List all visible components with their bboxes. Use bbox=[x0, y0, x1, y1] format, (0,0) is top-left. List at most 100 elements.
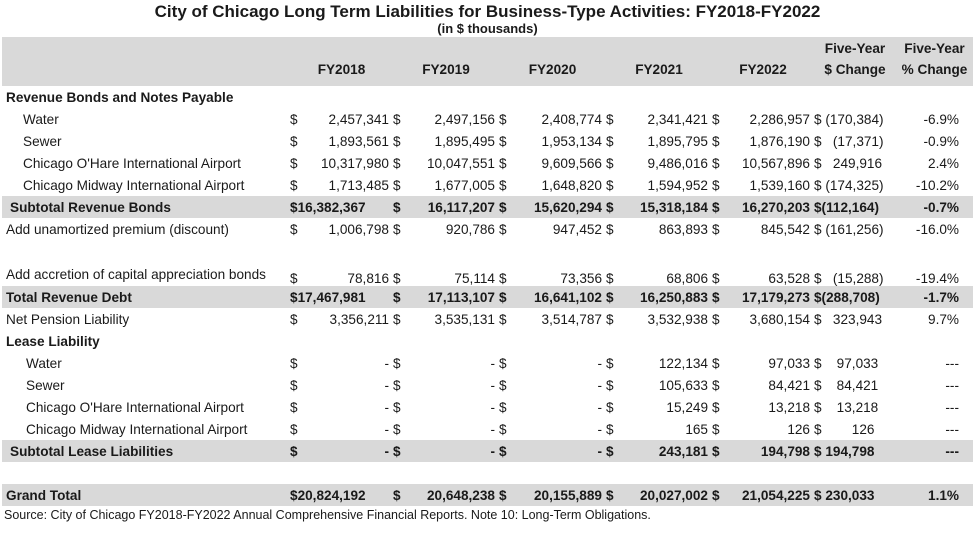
currency-sign: $ bbox=[393, 440, 405, 462]
currency-sign: $ bbox=[499, 221, 507, 237]
header-pct-change: % Change bbox=[896, 59, 973, 86]
currency-sign: $ bbox=[393, 155, 401, 171]
value-cell: - bbox=[597, 421, 602, 437]
value-number: 15,620,294 bbox=[533, 199, 602, 215]
table-subtitle: (in $ thousands) bbox=[437, 21, 538, 36]
table-row: Water $ - $ - $ - $122,134 $97,033 $ 97,033 --- bbox=[2, 352, 973, 374]
value-cell: $16,382,367 bbox=[290, 196, 393, 218]
header-fy2020: FY2020 bbox=[499, 59, 606, 86]
pct-change-cell: --- bbox=[945, 399, 959, 415]
value-cell: - bbox=[597, 355, 602, 371]
currency-sign: $ bbox=[712, 221, 720, 237]
value-cell: 3,532,938 bbox=[647, 311, 708, 327]
row-label: Chicago Midway International Airport bbox=[26, 421, 248, 437]
value-cell: 1,713,485 bbox=[328, 177, 389, 193]
currency-sign: $ bbox=[393, 289, 401, 305]
value-cell: 73,356 bbox=[560, 271, 602, 286]
value-cell: 1,876,190 bbox=[749, 133, 810, 149]
value-cell: 3,535,131 bbox=[434, 311, 495, 327]
currency-sign: $ bbox=[712, 289, 720, 305]
currency-sign: $ bbox=[290, 177, 298, 193]
value-number: 10,317,980 bbox=[320, 155, 389, 171]
currency-sign: $ bbox=[499, 289, 507, 305]
value-cell: $16,250,883 bbox=[606, 286, 712, 308]
currency-sign: $ bbox=[606, 199, 614, 215]
currency-sign: $ bbox=[290, 133, 298, 149]
value-cell: $15,620,294 bbox=[499, 196, 606, 218]
pct-change-cell: -0.9% bbox=[923, 133, 959, 149]
row-label: Add accretion of capital appreciation bo… bbox=[6, 267, 266, 282]
value-cell: 1,953,134 bbox=[541, 133, 602, 149]
value-cell: 3,356,211 bbox=[329, 311, 389, 327]
table-row: Lease Liability bbox=[2, 330, 973, 352]
dollar-change-cell: $ 230,033 bbox=[814, 484, 896, 506]
row-label: Lease Liability bbox=[6, 333, 100, 349]
pct-change-cell: -6.9% bbox=[923, 111, 959, 127]
currency-sign: $ bbox=[712, 399, 720, 415]
value-cell: 194,798 bbox=[724, 440, 814, 462]
currency-sign: $ bbox=[499, 355, 507, 371]
currency-sign: $ bbox=[606, 155, 614, 171]
value-cell: 84,421 bbox=[768, 377, 810, 393]
value-cell: - bbox=[384, 377, 389, 393]
value-cell: 68,806 bbox=[666, 271, 708, 286]
value-cell: - bbox=[302, 440, 393, 462]
header-fy2022: FY2022 bbox=[712, 59, 814, 86]
dollar-change-cell: $ 84,421 bbox=[814, 377, 879, 393]
value-cell: 2,341,421 bbox=[647, 111, 708, 127]
value-number: 15,318,184 bbox=[639, 199, 708, 215]
currency-sign: $ bbox=[606, 289, 614, 305]
table-row: Water $2,457,341 $2,497,156 $2,408,774 $2,34… bbox=[2, 108, 973, 130]
row-label: Revenue Bonds and Notes Payable bbox=[6, 89, 234, 105]
value-cell: - bbox=[597, 377, 602, 393]
value-cell: $16,641,102 bbox=[499, 286, 606, 308]
value-cell: 9,609,566 bbox=[541, 155, 602, 171]
row-label: Water bbox=[26, 355, 62, 371]
value-cell: - bbox=[511, 440, 606, 462]
currency-sign: $ bbox=[393, 311, 401, 327]
currency-sign: $ bbox=[290, 421, 298, 437]
value-cell: 920,786 bbox=[445, 221, 495, 237]
currency-sign: $ bbox=[499, 377, 507, 393]
currency-sign: $ bbox=[606, 311, 614, 327]
value-cell: 1,648,820 bbox=[541, 177, 602, 193]
value-cell: 165 bbox=[685, 421, 708, 437]
table-row: Subtotal Lease Liabilities $ - $ - $ - $243,181… bbox=[2, 440, 973, 462]
value-number: 16,382,367 bbox=[297, 199, 366, 215]
table-row bbox=[2, 462, 973, 484]
dollar-change-cell: $ (17,371) bbox=[814, 133, 884, 149]
row-label: Water bbox=[23, 111, 59, 127]
table-row: Total Revenue Debt $17,467,981 $17,113,107… bbox=[2, 286, 973, 308]
dollar-change-cell: $ 249,916 bbox=[814, 155, 883, 171]
value-cell: - bbox=[384, 355, 389, 371]
value-number: 20,824,192 bbox=[297, 487, 366, 503]
table-row: Net Pension Liability $3,356,211 $3,535,13… bbox=[2, 308, 973, 330]
dollar-change-cell: $ (170,384) bbox=[814, 111, 884, 127]
currency-sign: $ bbox=[290, 271, 298, 286]
currency-sign: $ bbox=[712, 421, 720, 437]
pct-change-cell: 9.7% bbox=[928, 311, 959, 327]
currency-sign: $ bbox=[712, 155, 720, 171]
currency-sign: $ bbox=[393, 111, 401, 127]
currency-sign: $ bbox=[606, 221, 614, 237]
currency-sign: $ bbox=[393, 271, 401, 286]
currency-sign: $ bbox=[606, 487, 614, 503]
header-five-year: Five-Year bbox=[814, 37, 896, 59]
table-row: Revenue Bonds and Notes Payable bbox=[2, 86, 973, 108]
value-cell: 78,816 bbox=[347, 271, 389, 286]
row-label: Chicago O'Hare International Airport bbox=[26, 399, 244, 415]
value-cell: $20,027,002 bbox=[606, 484, 712, 506]
currency-sign: $ bbox=[712, 355, 720, 371]
currency-sign: $ bbox=[290, 440, 302, 462]
currency-sign: $ bbox=[499, 177, 507, 193]
currency-sign: $ bbox=[712, 271, 720, 286]
currency-sign: $ bbox=[290, 199, 298, 215]
value-cell: 2,497,156 bbox=[434, 111, 495, 127]
currency-sign: $ bbox=[606, 355, 614, 371]
currency-sign: $ bbox=[712, 311, 720, 327]
table-row: Chicago Midway International Airport $ - $ -… bbox=[2, 418, 973, 440]
row-label: Add unamortized premium (discount) bbox=[6, 221, 229, 237]
currency-sign: $ bbox=[393, 199, 401, 215]
value-cell: 1,895,795 bbox=[647, 133, 708, 149]
row-label: Chicago Midway International Airport bbox=[23, 177, 245, 193]
